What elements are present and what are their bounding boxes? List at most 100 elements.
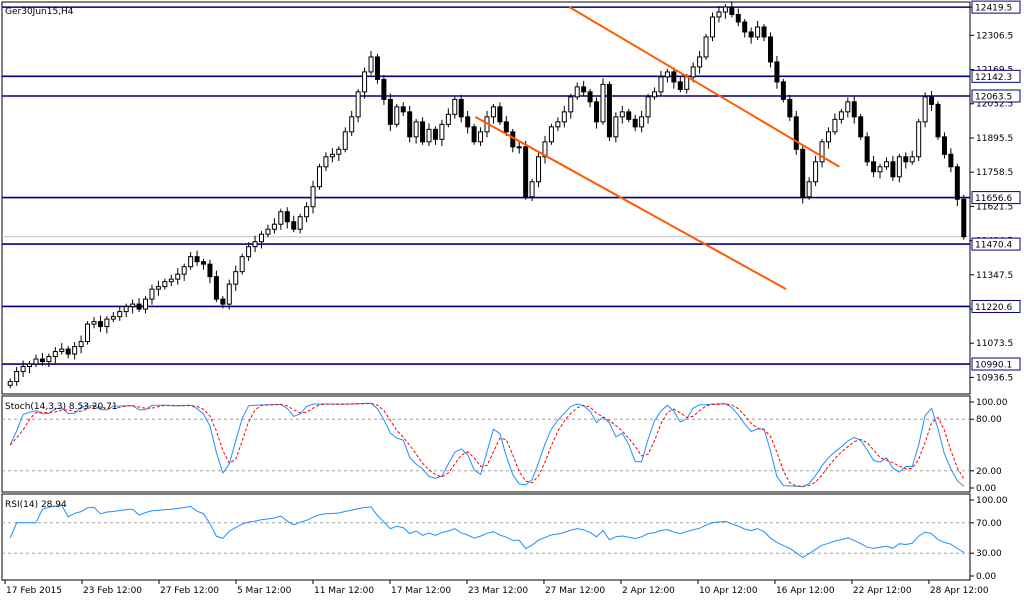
candle-body: [800, 148, 806, 198]
candle-body: [684, 76, 690, 90]
candle-body: [877, 166, 883, 173]
candle-body: [671, 71, 677, 83]
indicator-tick-label: 0.00: [976, 484, 996, 494]
candle-body: [710, 16, 716, 38]
stoch-frame: [1, 395, 971, 493]
candle-body: [316, 166, 322, 188]
candle-body: [729, 6, 735, 15]
y-tick-label: 12306.5: [976, 31, 1013, 41]
candle-body: [600, 83, 606, 123]
candle-body: [39, 358, 45, 363]
level-label-box: [971, 69, 1021, 83]
candle-body: [181, 266, 187, 275]
candle-body: [548, 126, 554, 143]
candle-body: [883, 161, 889, 168]
indicator-tick-label: 100.00: [976, 398, 1008, 408]
candle-body: [432, 128, 438, 140]
candle-body: [304, 206, 310, 218]
x-tick-label: 11 Mar 12:00: [314, 586, 374, 596]
candle-body: [632, 118, 638, 128]
candle-body: [851, 101, 857, 118]
candle-body: [33, 358, 39, 365]
candle-body: [27, 363, 33, 368]
candle-body: [284, 211, 290, 223]
candle-body: [490, 106, 496, 118]
candle-body: [529, 181, 535, 198]
level-label-box: [971, 89, 1021, 103]
main-chart-panel: 12419.512306.512169.512032.511895.511758…: [1, 0, 1021, 581]
y-tick-label: 10936.5: [976, 373, 1013, 383]
indicator-tick-label: 30.00: [976, 549, 1002, 559]
candle-body: [323, 156, 329, 168]
candle-body: [542, 141, 548, 158]
candle-body: [258, 233, 264, 243]
candle-body: [149, 288, 155, 300]
level-label-box: [971, 357, 1021, 371]
y-tick-label: 11758.5: [976, 168, 1013, 178]
rsi-line: [9, 504, 965, 558]
x-tick-label: 2 Apr 12:00: [622, 586, 675, 596]
candle-body: [374, 56, 380, 80]
candle-body: [658, 76, 664, 93]
candle-body: [155, 286, 161, 290]
x-tick-label: 22 Apr 12:00: [853, 586, 912, 596]
candle-body: [14, 371, 20, 383]
candle-body: [78, 341, 84, 348]
level-label: 11656.6: [975, 194, 1012, 204]
candle-body: [246, 246, 252, 258]
candle-body: [20, 366, 26, 373]
y-tick-label: 11895.5: [976, 134, 1013, 144]
candle-body: [845, 101, 851, 113]
candle-body: [201, 261, 207, 265]
candle-body: [220, 298, 226, 305]
level-label: 11220.6: [975, 303, 1012, 313]
candle-body: [439, 123, 445, 140]
x-tick-label: 16 Apr 12:00: [776, 586, 835, 596]
candle-body: [342, 131, 348, 150]
candle-body: [735, 13, 741, 23]
candle-body: [136, 303, 142, 310]
candle-body: [864, 136, 870, 163]
candle-body: [536, 156, 542, 183]
candle-body: [574, 86, 580, 98]
candle-body: [368, 56, 374, 73]
x-tick-label: 17 Mar 12:00: [391, 586, 451, 596]
candle-body: [426, 128, 432, 143]
indicator-tick-label: 100.00: [976, 496, 1008, 506]
candle-body: [606, 83, 612, 138]
candle-body: [226, 283, 232, 305]
candle-body: [420, 121, 426, 143]
candle-body: [935, 103, 941, 138]
candle-body: [407, 111, 413, 138]
candle-body: [703, 36, 709, 58]
level-label-box: [971, 191, 1021, 205]
candle-body: [626, 111, 632, 120]
level-label-box: [971, 0, 1021, 14]
candle-body: [471, 126, 477, 143]
level-label: 12063.5: [975, 93, 1012, 103]
candle-body: [362, 71, 368, 93]
candle-body: [336, 148, 342, 155]
candle-body: [465, 116, 471, 128]
candle-body: [677, 81, 683, 90]
candle-body: [143, 298, 149, 310]
candle-body: [568, 96, 574, 113]
level-label: 12419.5: [975, 4, 1012, 14]
candle-body: [355, 91, 361, 118]
candle-body: [961, 198, 967, 238]
x-tick-label: 28 Apr 12:00: [930, 586, 989, 596]
candle-body: [787, 98, 793, 118]
indicator-tick-label: 70.00: [976, 519, 1002, 529]
candle-body: [278, 211, 284, 225]
candle-body: [825, 131, 831, 143]
candle-body: [761, 26, 767, 38]
candle-body: [555, 121, 561, 128]
candle-body: [297, 216, 303, 230]
candle-body: [117, 311, 123, 318]
candle-body: [948, 153, 954, 168]
indicator-tick-label: 80.00: [976, 415, 1002, 425]
candle-body: [85, 323, 91, 343]
candle-body: [265, 228, 271, 235]
candle-body: [97, 321, 103, 328]
